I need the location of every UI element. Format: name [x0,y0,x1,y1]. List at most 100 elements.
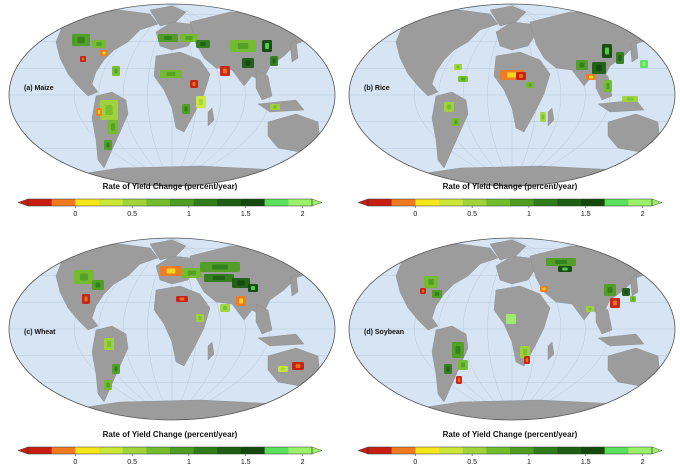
yield-patch [558,266,572,272]
indonesia-landmass [597,333,645,347]
colorbar: 0 0.5 1 1.5 2 [17,198,323,218]
yield-patch [526,82,534,88]
colorbar-min-arrow [357,198,369,207]
colorbar-swatch [264,199,289,206]
panel-soybean: (d) Soybean Rate of Yield Change (percen… [340,234,680,467]
colorbar: 0 0.5 1 1.5 2 [357,198,663,218]
colorbar-swatch [557,447,582,454]
colorbar-swatch [368,447,392,454]
yield-patch [100,50,108,56]
maize-map: (a) Maize [8,3,336,187]
crop-yield-overlay [420,258,636,384]
indochina-landmass [255,303,273,335]
yield-patch [458,360,468,370]
south-america-landmass [431,91,469,169]
yield-patch [622,96,638,102]
colorbar-min-arrow [17,446,29,455]
colorbar-tick-label: 1 [187,211,191,218]
colorbar-max-arrow [311,198,323,207]
yield-patch [96,108,102,116]
colorbar-swatch [628,199,653,206]
yield-patch [196,314,204,322]
wheat-map: (c) Wheat [8,237,336,421]
colorbar-tick-label: 1.5 [241,211,251,218]
colorbar-title: Rate of Yield Change (percent/year) [102,182,238,191]
new-zealand-landmass [321,147,329,165]
greenland-landmass [489,239,527,261]
colorbar-tick-label: 1.5 [581,459,591,466]
yield-patch [586,74,596,80]
colorbar-swatch [264,447,289,454]
indochina-landmass [595,303,613,335]
colorbar-swatch [122,447,147,454]
colorbar-swatch [510,447,534,454]
yield-patch [200,262,240,272]
colorbar-title: Rate of Yield Change (percent/year) [102,430,238,439]
colorbar-swatch [486,199,511,206]
colorbar-max-arrow [311,446,323,455]
panel-rice: (b) Rice Rate of Yield Change (percent/y… [340,0,680,233]
yield-patch [452,118,460,126]
colorbar-swatch [391,199,416,206]
yield-patch [232,278,250,288]
colorbar-swatch [193,447,218,454]
colorbar-swatch [510,199,534,206]
colorbar-swatch [170,447,194,454]
yield-patch [610,298,620,308]
colorbar-swatch [51,447,76,454]
map-outline [348,3,676,187]
yield-patch [458,76,468,82]
crop-yield-overlay [72,34,280,150]
yield-patch [180,34,198,42]
yield-patch [640,60,648,68]
colorbar-swatch [217,447,242,454]
yield-patch [456,376,462,384]
yield-patch [262,40,272,52]
colorbar-swatch [391,447,416,454]
colorbar: 0 0.5 1 1.5 2 [357,446,663,466]
yield-patch [630,296,636,302]
colorbar-swatch [557,199,582,206]
yield-patch [546,258,576,266]
yield-patch [236,296,246,306]
colorbar-swatch [99,199,123,206]
yield-patch [592,62,606,74]
yield-patch [622,288,630,296]
colorbar-swatch [75,199,100,206]
indonesia-landmass [257,99,305,113]
yield-patch [520,346,530,358]
colorbar-max-arrow [651,446,663,455]
greenland-landmass [149,5,187,27]
yield-patch [82,294,90,304]
yield-patch [604,284,616,296]
colorbar-swatch [122,199,147,206]
yield-patch [230,40,256,52]
europe-landmass [495,21,537,51]
yield-patch [424,276,438,288]
crop-yield-overlay [74,262,304,390]
colorbar-tick-label: 1 [187,459,191,466]
colorbar-swatch [99,447,123,454]
yield-patch [248,284,258,292]
colorbar: 0 0.5 1 1.5 2 [17,446,323,466]
yield-patch [292,362,304,370]
colorbar-tick-label: 2 [301,211,305,218]
colorbar-swatch [368,199,392,206]
new-zealand-landmass [661,147,669,165]
colorbar-swatch [628,447,653,454]
colorbar-swatch [75,447,100,454]
colorbar-tick-label: 2 [301,459,305,466]
panel-label: (a) Maize [24,85,54,92]
yield-patch [196,40,210,48]
yield-patch [182,104,190,114]
yield-patch [540,286,548,292]
yield-patch [604,80,612,92]
colorbar-tick-label: 1.5 [241,459,251,466]
greenland-landmass [149,239,187,261]
yield-patch [616,52,624,64]
colorbar-swatch [415,447,440,454]
yield-patch [270,56,278,66]
colorbar-swatch [51,199,76,206]
yield-patch [444,102,454,112]
yield-patch [158,34,178,42]
